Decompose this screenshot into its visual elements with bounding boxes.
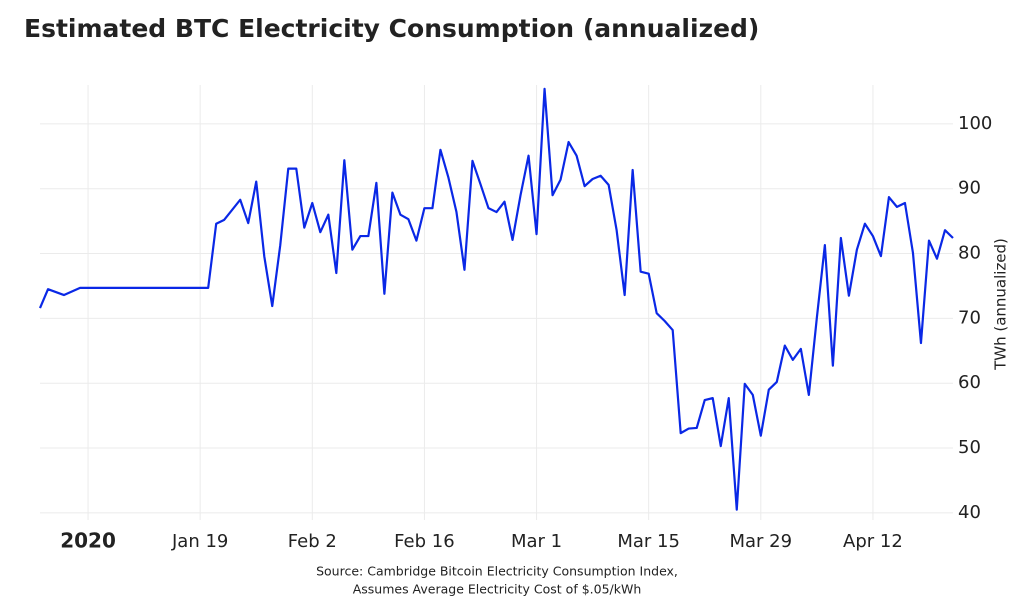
source-note: Source: Cambridge Bitcoin Electricity Co… (316, 564, 678, 579)
y-tick-label: 100 (958, 113, 992, 134)
y-tick-label: 60 (958, 372, 981, 393)
y-tick-label: 90 (958, 178, 981, 199)
x-tick-label: Feb 2 (288, 531, 337, 552)
y-tick-label: 50 (958, 437, 981, 458)
x-tick-label: Apr 12 (843, 531, 903, 552)
x-tick-label: 2020 (60, 529, 116, 553)
source-note: Assumes Average Electricity Cost of $.05… (353, 582, 642, 597)
x-tick-label: Feb 16 (394, 531, 455, 552)
data-line (38, 87, 954, 511)
x-tick-label: Mar 15 (617, 531, 680, 552)
y-tick-label: 40 (958, 502, 981, 523)
x-tick-label: Mar 29 (729, 531, 792, 552)
x-tick-label: Jan 19 (171, 531, 228, 552)
y-tick-label: 80 (958, 243, 981, 264)
x-tick-label: Mar 1 (511, 531, 562, 552)
y-axis-title: TWh (annualized) (992, 238, 1010, 371)
chart-title: Estimated BTC Electricity Consumption (a… (24, 14, 759, 43)
y-tick-label: 70 (958, 307, 981, 328)
